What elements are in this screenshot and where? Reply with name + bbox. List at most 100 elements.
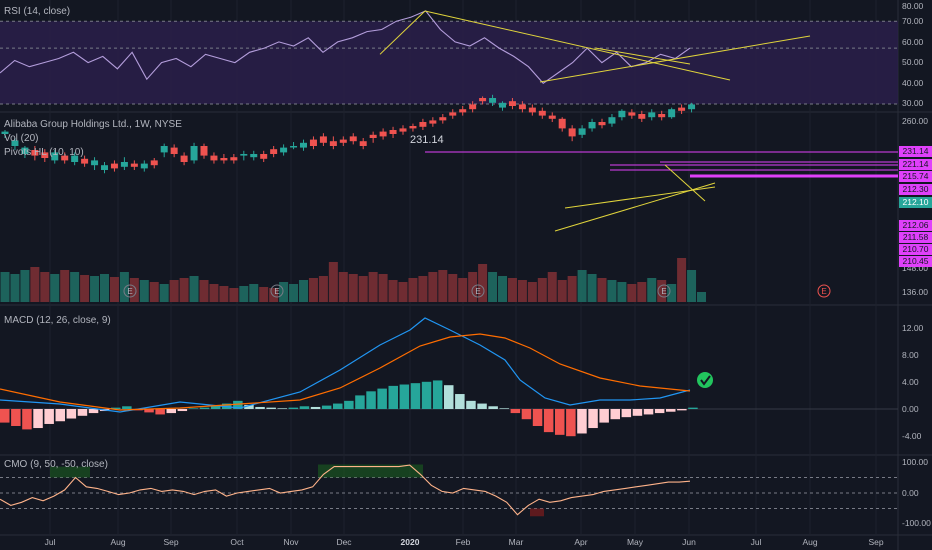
volume-bar (169, 280, 179, 302)
volume-bar (667, 284, 677, 302)
macd-histogram-bar (66, 409, 77, 419)
macd-histogram-bar (244, 404, 254, 409)
volume-bar (259, 287, 269, 302)
cmo-oversold-fill (530, 508, 544, 517)
volume-bar (209, 284, 219, 302)
earnings-marker-label: E (274, 287, 279, 296)
macd-histogram-bar (388, 385, 398, 409)
macd-histogram-bar (532, 409, 543, 426)
macd-histogram-bar (610, 409, 620, 420)
price-trendline (664, 164, 706, 202)
macd-histogram-bar (0, 409, 10, 423)
candle-body (140, 163, 148, 169)
candle-body (329, 141, 337, 146)
volume-bar (90, 276, 100, 302)
month-label: Sep (163, 537, 179, 547)
candle-body (688, 104, 696, 110)
macd-tick: 8.00 (902, 350, 919, 360)
macd-histogram-bar (188, 408, 199, 409)
candle-body (359, 141, 367, 146)
macd-tick: 0.00 (902, 404, 919, 414)
macd-histogram-bar (310, 406, 321, 409)
volume-bar (378, 274, 388, 302)
macd-histogram-bar (88, 409, 99, 414)
macd-histogram-bar (366, 391, 376, 409)
macd-histogram-bar (233, 400, 243, 409)
earnings-marker (817, 284, 831, 298)
price-tag-last: 212.10 (899, 197, 932, 208)
price-tag-pivot: 212.30 (899, 184, 932, 195)
macd-histogram-bar (299, 406, 310, 409)
candle-body (280, 147, 288, 153)
macd-tick: -4.00 (902, 431, 922, 441)
volume-bar (289, 284, 299, 302)
volume-bar (438, 270, 448, 302)
volume-bar (478, 264, 488, 302)
macd-histogram-bar (44, 409, 54, 424)
month-label: 2020 (400, 537, 420, 547)
candle-body (489, 98, 497, 103)
volume-bar (607, 280, 617, 302)
volume-bar (318, 276, 328, 302)
price-tag-pivot: 212.06 (899, 220, 932, 231)
rsi-tick: 40.00 (902, 78, 924, 88)
candle-body (429, 120, 437, 124)
price-trendline (564, 186, 716, 209)
candle-body (399, 128, 407, 132)
macd-histogram-bar (588, 409, 598, 429)
price-tick: 148.00 (902, 263, 928, 273)
macd-histogram-bar (111, 407, 121, 409)
macd-histogram-bar (266, 407, 276, 409)
macd-histogram-bar (499, 408, 509, 409)
price-tag-pivot: 210.45 (899, 256, 932, 267)
macd-histogram-bar (155, 409, 165, 415)
price-tag-pivot: 221.14 (899, 159, 932, 170)
candle-body (678, 107, 686, 111)
cmo-overbought-fill (50, 466, 90, 478)
volume-bar (587, 274, 597, 302)
macd-histogram-bar (555, 409, 565, 435)
volume-bar (557, 280, 567, 302)
volume-bar (0, 272, 10, 302)
rsi-trendline (379, 10, 426, 55)
rsi-title: RSI (14, close) (4, 6, 71, 17)
macd-histogram-bar (621, 409, 632, 418)
price-tag-pivot: 215.74 (899, 171, 932, 182)
macd-title: MACD (12, 26, close, 9) (4, 315, 111, 326)
candle-body (349, 136, 357, 142)
price-title: Alibaba Group Holdings Ltd., 1W, NYSE (4, 119, 182, 130)
earnings-marker (657, 284, 671, 298)
volume-bar (468, 272, 478, 302)
candle-body (230, 157, 238, 161)
candle-body (369, 134, 377, 138)
month-label: Jul (44, 537, 56, 547)
rsi-tick: 50.00 (902, 57, 924, 67)
rsi-tick: 60.00 (902, 37, 924, 47)
rsi-pane (0, 10, 898, 105)
rsi-trendline (539, 35, 811, 83)
volume-bar (239, 286, 249, 302)
candle-body (1, 131, 9, 134)
volume-bar (129, 278, 139, 302)
volume-bar (418, 276, 428, 302)
candle-body (469, 104, 477, 110)
volume-bar (338, 272, 348, 302)
candle-body (180, 155, 188, 162)
candle-body (449, 112, 457, 116)
volume-bar (229, 288, 239, 302)
volume-bar (189, 276, 199, 302)
candle-body (71, 155, 79, 162)
candle-body (638, 114, 646, 119)
volume-bar (179, 278, 189, 302)
volume-bar (687, 270, 697, 302)
candle-body (170, 147, 178, 154)
macd-histogram-bar (55, 409, 65, 422)
macd-histogram-bar (333, 403, 343, 409)
checkmark-icon (700, 375, 711, 386)
volume-bar (577, 270, 587, 302)
volume-bar (279, 282, 289, 302)
cmo-title: CMO (9, 50, -50, close) (4, 459, 108, 470)
earnings-marker-label: E (821, 287, 826, 296)
macd-histogram-bar (377, 388, 387, 409)
month-label: Sep (868, 537, 884, 547)
